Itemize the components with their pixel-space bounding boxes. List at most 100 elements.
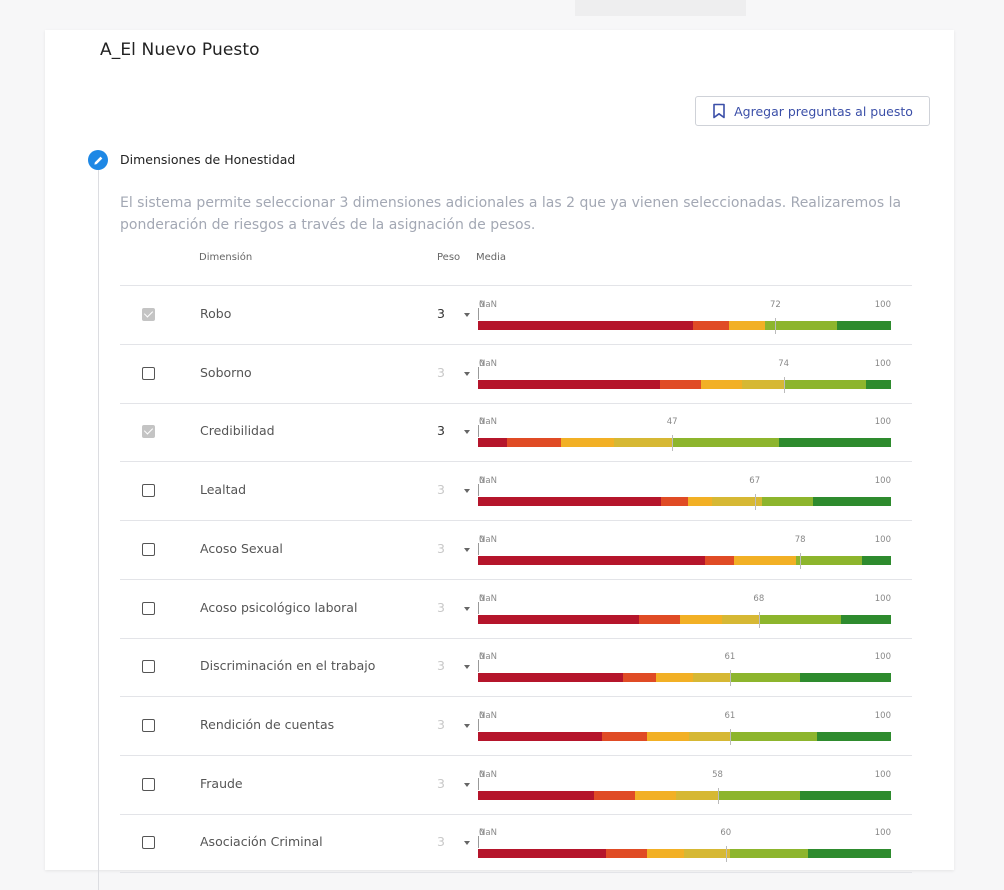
nan-label: NaN xyxy=(479,358,497,369)
chevron-down-icon[interactable] xyxy=(464,489,470,494)
scale-max-label: 100 xyxy=(874,652,891,663)
table-row: Robo 3 0 NaN 100 72 xyxy=(120,286,912,345)
zero-tick xyxy=(478,308,479,320)
bar-segment xyxy=(661,497,689,507)
bar-segment xyxy=(816,731,891,741)
bar-segment xyxy=(672,438,780,448)
chevron-down-icon[interactable] xyxy=(464,841,470,846)
chevron-down-icon[interactable] xyxy=(464,547,470,552)
bar-segment xyxy=(676,790,718,800)
chevron-down-icon[interactable] xyxy=(464,606,470,611)
header-media: Media xyxy=(476,252,507,263)
nan-label: NaN xyxy=(479,476,497,487)
risk-color-bar xyxy=(478,555,891,565)
scale-min-label: 0 xyxy=(479,534,485,545)
media-marker xyxy=(725,846,727,863)
nan-label: NaN xyxy=(479,828,497,839)
table-row: Rendición de cuentas 3 0 NaN 100 61 xyxy=(120,697,912,756)
media-bar: 0 NaN 100 61 xyxy=(478,638,891,696)
peso-select-value[interactable]: 3 xyxy=(437,716,445,732)
table-row: Acoso Sexual 3 0 NaN 100 78 xyxy=(120,521,912,580)
media-bar: 0 NaN 100 61 xyxy=(478,697,891,755)
dimension-checkbox[interactable] xyxy=(142,777,155,791)
scale-min-label: 0 xyxy=(479,769,485,780)
header-dimension: Dimensión xyxy=(199,252,253,263)
bar-segment xyxy=(808,849,891,859)
bookmark-icon xyxy=(712,103,726,119)
peso-select-value[interactable]: 3 xyxy=(437,306,445,321)
scale-min-label: 0 xyxy=(479,828,485,839)
media-value-label: 68 xyxy=(753,593,765,604)
dimension-name: Acoso Sexual xyxy=(200,540,283,556)
zero-tick xyxy=(478,660,479,673)
peso-select-value[interactable]: 3 xyxy=(437,423,445,439)
dimension-checkbox[interactable] xyxy=(142,542,155,556)
peso-select-value[interactable]: 3 xyxy=(437,364,445,380)
media-bar: 0 NaN 100 47 xyxy=(478,403,891,461)
bar-segment xyxy=(688,497,712,507)
zero-tick xyxy=(478,718,479,731)
top-tab xyxy=(575,0,746,16)
dimension-checkbox[interactable] xyxy=(142,425,155,439)
media-marker xyxy=(717,787,719,804)
dimension-checkbox[interactable] xyxy=(142,718,155,732)
bar-segment xyxy=(729,673,801,683)
add-questions-button[interactable]: Agregar preguntas al puesto xyxy=(695,96,930,126)
chevron-down-icon[interactable] xyxy=(464,723,470,728)
bar-segment xyxy=(729,849,809,859)
chevron-down-icon[interactable] xyxy=(464,430,470,435)
chevron-down-icon[interactable] xyxy=(464,371,470,376)
peso-select-value[interactable]: 3 xyxy=(437,658,445,674)
dimension-checkbox[interactable] xyxy=(142,366,155,380)
zero-tick xyxy=(478,601,479,614)
bar-segment xyxy=(614,438,673,448)
zero-tick xyxy=(478,836,479,849)
peso-select-value[interactable]: 3 xyxy=(437,599,445,615)
chevron-down-icon[interactable] xyxy=(464,782,470,787)
chevron-down-icon[interactable] xyxy=(464,313,470,317)
pencil-icon[interactable] xyxy=(88,150,108,170)
media-value-label: 67 xyxy=(749,476,761,487)
table-row: Acoso psicológico laboral 3 0 NaN 100 68 xyxy=(120,580,912,639)
dimension-name: Fraude xyxy=(200,775,243,791)
bar-segment xyxy=(593,790,635,800)
chevron-down-icon[interactable] xyxy=(464,665,470,670)
peso-select-value[interactable]: 3 xyxy=(437,775,445,791)
peso-select-value[interactable]: 3 xyxy=(437,540,445,556)
dimension-name: Rendición de cuentas xyxy=(200,716,335,732)
scale-max-label: 100 xyxy=(874,769,891,780)
nan-label: NaN xyxy=(479,534,497,545)
bar-segment xyxy=(647,731,689,741)
media-value-label: 58 xyxy=(712,769,723,780)
scale-max-label: 100 xyxy=(874,534,891,545)
dimension-checkbox[interactable] xyxy=(142,601,155,615)
bar-segment xyxy=(606,849,648,859)
bar-segment xyxy=(692,673,730,683)
peso-select-value[interactable]: 3 xyxy=(437,834,445,850)
risk-color-bar xyxy=(478,731,891,741)
section-title: Dimensiones de Honestidad xyxy=(120,152,296,167)
dimension-checkbox[interactable] xyxy=(142,484,155,498)
media-value-label: 47 xyxy=(666,417,678,428)
media-value-label: 61 xyxy=(724,710,736,721)
scale-min-label: 0 xyxy=(479,358,485,369)
dimension-checkbox[interactable] xyxy=(142,308,155,321)
bar-segment xyxy=(841,614,891,624)
peso-select-value[interactable]: 3 xyxy=(437,482,445,498)
dimension-checkbox[interactable] xyxy=(142,660,155,674)
dimension-name: Discriminación en el trabajo xyxy=(200,658,376,674)
bar-segment xyxy=(639,614,681,624)
bar-segment xyxy=(478,438,507,448)
bar-segment xyxy=(734,555,796,565)
risk-color-bar xyxy=(478,497,891,507)
media-value-label: 74 xyxy=(778,358,790,369)
dimension-checkbox[interactable] xyxy=(142,836,155,850)
media-bar: 0 NaN 100 72 xyxy=(478,286,891,344)
bar-segment xyxy=(862,555,891,565)
scale-min-label: 0 xyxy=(479,710,485,721)
bar-segment xyxy=(762,497,814,507)
nan-label: NaN xyxy=(479,300,497,310)
zero-tick xyxy=(478,777,479,790)
table-row: Lealtad 3 0 NaN 100 67 xyxy=(120,462,912,522)
media-marker xyxy=(729,728,731,745)
